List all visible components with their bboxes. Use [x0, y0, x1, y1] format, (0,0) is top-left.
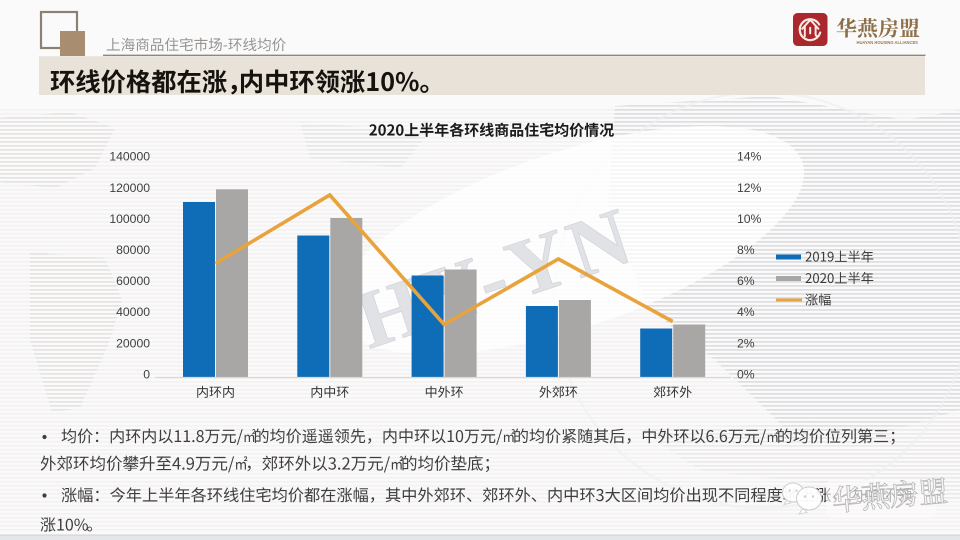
svg-text:4%: 4%: [737, 305, 755, 319]
svg-text:2%: 2%: [737, 336, 755, 350]
svg-text:0: 0: [143, 367, 150, 381]
svg-text:100000: 100000: [109, 212, 150, 226]
svg-text:140000: 140000: [109, 150, 150, 164]
svg-text:0%: 0%: [737, 367, 755, 381]
svg-text:10%: 10%: [737, 212, 762, 226]
svg-text:120000: 120000: [109, 181, 150, 195]
svg-text:HUAYAN HOUSING ALLIANCES: HUAYAN HOUSING ALLIANCES: [857, 40, 919, 45]
svg-text:8%: 8%: [737, 243, 755, 257]
svg-text:40000: 40000: [116, 305, 150, 319]
svg-text:6%: 6%: [737, 274, 755, 288]
svg-text:14%: 14%: [737, 150, 762, 164]
svg-text:20000: 20000: [116, 336, 150, 350]
svg-text:12%: 12%: [737, 181, 762, 195]
svg-text:80000: 80000: [116, 243, 150, 257]
svg-text:60000: 60000: [116, 274, 150, 288]
